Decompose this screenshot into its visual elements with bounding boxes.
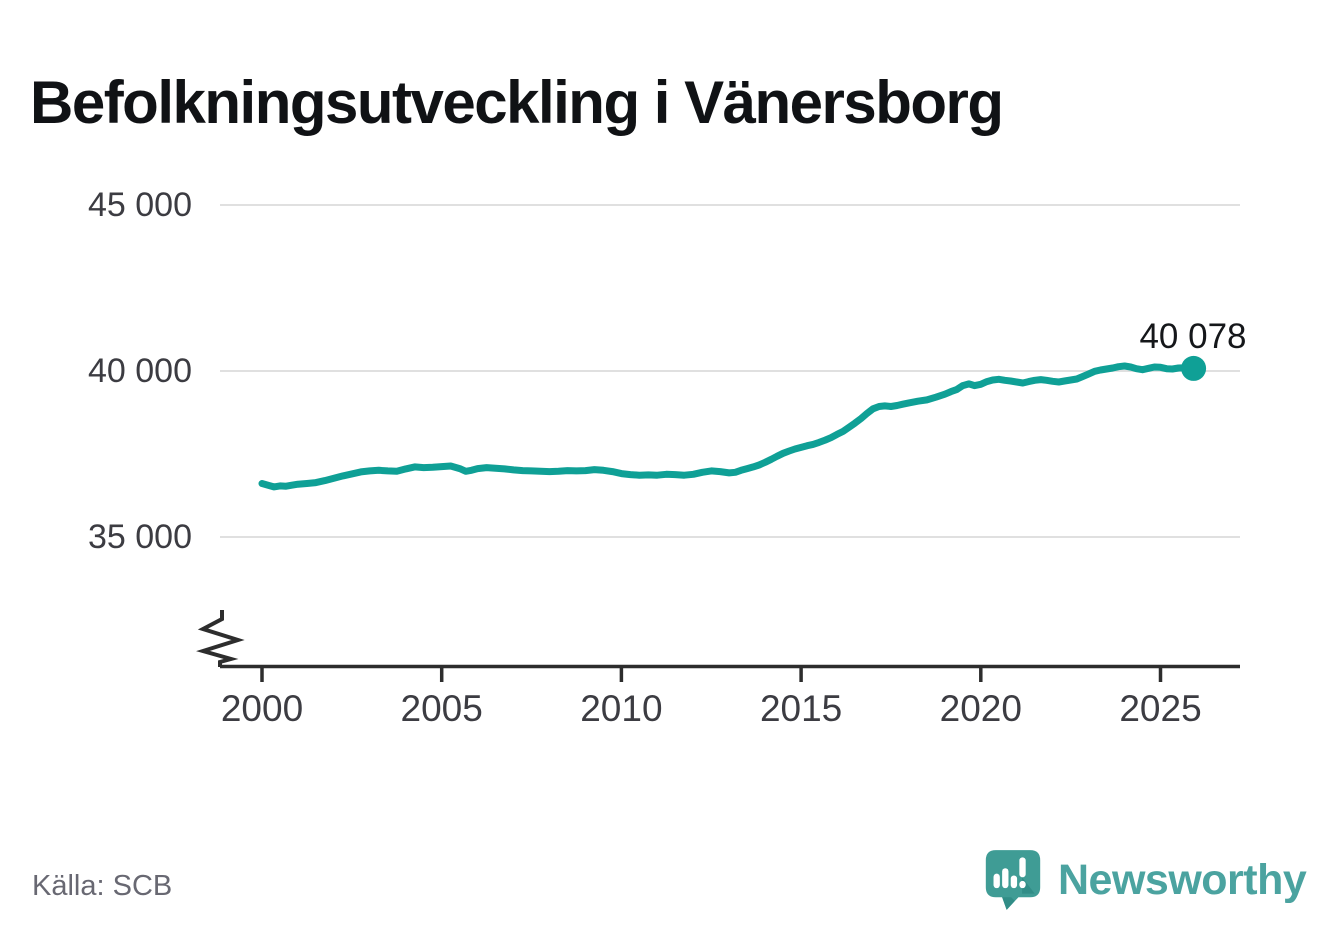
source-note: Källa: SCB bbox=[32, 870, 173, 902]
population-line bbox=[258, 362, 1198, 491]
y-axis-break-icon bbox=[196, 610, 245, 667]
chart-title: Befolkningsutveckling i Vänersborg bbox=[30, 69, 1004, 137]
x-tick-label: 2010 bbox=[580, 688, 663, 729]
x-tick-label: 2015 bbox=[759, 688, 843, 729]
x-tick-label: 2005 bbox=[400, 688, 483, 729]
x-tick-label: 2025 bbox=[1119, 688, 1202, 729]
y-tick-label: 35 000 bbox=[88, 518, 192, 556]
end-value-label: 40 078 bbox=[1139, 317, 1247, 356]
y-tick-label: 40 000 bbox=[88, 352, 192, 390]
end-point-marker bbox=[1181, 355, 1207, 381]
brand-footer: Newsworthy bbox=[984, 845, 1307, 915]
brand-name: Newsworthy bbox=[1058, 856, 1307, 904]
x-tick-label: 2020 bbox=[939, 688, 1022, 729]
x-tick-label: 2000 bbox=[220, 688, 304, 729]
y-tick-label: 45 000 bbox=[88, 186, 192, 224]
newsworthy-logo-icon bbox=[985, 850, 1041, 910]
